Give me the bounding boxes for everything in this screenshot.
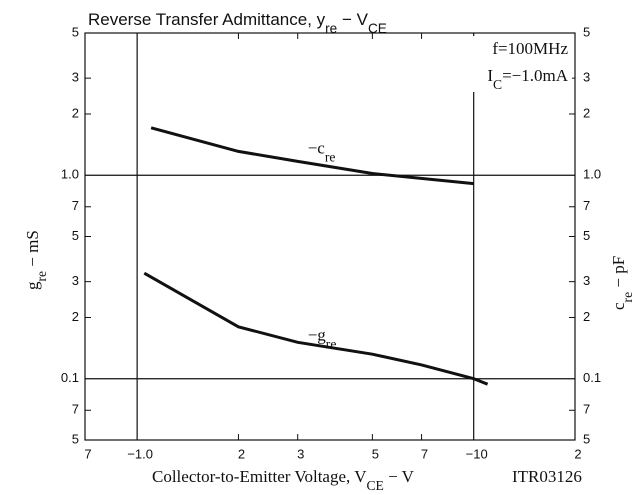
- y-tick-label: 5: [72, 431, 79, 446]
- y2-tick-label: 5: [583, 228, 590, 243]
- y2-tick-label: 7: [583, 402, 590, 417]
- series-label: −cre: [308, 138, 336, 164]
- series-label: −gre: [308, 325, 337, 351]
- chart-title-part: CE: [368, 21, 387, 36]
- condition-part: f=100MHz: [492, 39, 568, 58]
- figure-code: ITR03126: [512, 467, 582, 486]
- x-tick-label: 7: [421, 446, 428, 461]
- chart-title-part: re: [325, 21, 337, 36]
- x-tick-label: 3: [297, 446, 304, 461]
- condition-part: C: [493, 77, 502, 92]
- y-axis-label-part: re: [34, 271, 49, 282]
- y2-axis-label: cre − pF: [609, 256, 635, 310]
- x-axis-label-part: − V: [384, 467, 415, 486]
- y-tick-label: 2: [72, 105, 79, 120]
- condition: f=100MHz: [492, 39, 568, 58]
- y2-tick-label: 5: [583, 24, 590, 39]
- y2-axis-label-part: − pF: [609, 256, 628, 292]
- chart-title-part: − V: [337, 10, 368, 29]
- y-tick-label: 1.0: [61, 167, 79, 182]
- x-axis-label-part: CE: [366, 478, 383, 493]
- y2-tick-label: 7: [583, 198, 590, 213]
- series-line: [150, 126, 474, 186]
- series-label-part: −g: [308, 325, 327, 344]
- series-label-part: re: [326, 336, 337, 351]
- y-tick-label: 3: [72, 70, 79, 85]
- y2-tick-label: 1.0: [583, 167, 601, 182]
- x-tick-label: 2: [574, 446, 581, 461]
- conditions-bg: [438, 36, 572, 92]
- y-axis-label-part: g: [23, 281, 42, 290]
- y-tick-label: 2: [72, 309, 79, 324]
- condition-part: I: [487, 66, 493, 85]
- x-axis-label-part: Collector-to-Emitter Voltage, V: [152, 467, 367, 486]
- y-tick-label: 5: [72, 228, 79, 243]
- y-tick-label: 0.1: [61, 370, 79, 385]
- y2-tick-label: 5: [583, 431, 590, 446]
- y2-axis-label-part: re: [620, 292, 635, 303]
- y2-tick-label: 0.1: [583, 370, 601, 385]
- y-tick-label: 5: [72, 24, 79, 39]
- condition: IC=−1.0mA: [487, 66, 568, 92]
- y-axis-label-part: − mS: [23, 230, 42, 271]
- condition-part: =−1.0mA: [502, 66, 569, 85]
- x-tick-label: 7: [84, 446, 91, 461]
- y2-tick-label: 3: [583, 273, 590, 288]
- y-axis-label: gre − mS: [23, 230, 49, 290]
- x-tick-label: −1.0: [127, 446, 153, 461]
- y2-axis-label-part: c: [609, 302, 628, 310]
- series-label-part: re: [325, 149, 336, 164]
- chart-title: Reverse Transfer Admittance, yre − VCE: [88, 10, 387, 36]
- series-label-part: −c: [308, 138, 326, 157]
- x-tick-label: 2: [238, 446, 245, 461]
- y-tick-label: 3: [72, 273, 79, 288]
- y2-tick-label: 2: [583, 105, 590, 120]
- series-line: [143, 271, 489, 386]
- chart-title-part: Reverse Transfer Admittance, y: [88, 10, 326, 29]
- y-tick-label: 7: [72, 402, 79, 417]
- x-tick-label: −10: [466, 446, 488, 461]
- x-axis-label: Collector-to-Emitter Voltage, VCE − V: [152, 467, 415, 493]
- y2-tick-label: 2: [583, 309, 590, 324]
- y-tick-label: 7: [72, 198, 79, 213]
- y2-tick-label: 3: [583, 70, 590, 85]
- x-tick-label: 5: [372, 446, 379, 461]
